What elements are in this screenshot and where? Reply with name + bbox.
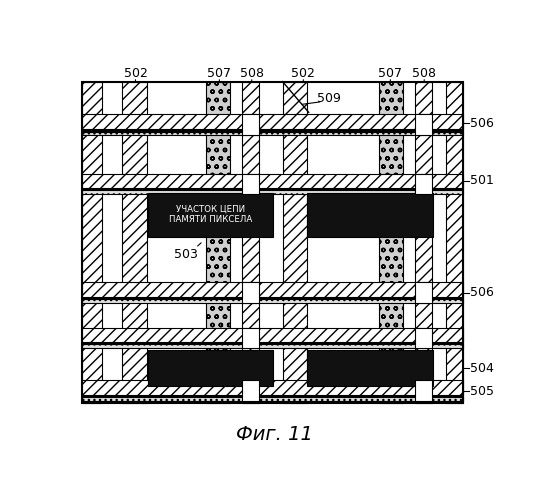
Text: 502: 502 bbox=[124, 66, 147, 80]
Bar bbox=[148, 193, 273, 237]
Bar bbox=[82, 82, 101, 404]
Text: Фиг. 11: Фиг. 11 bbox=[236, 424, 313, 444]
Bar bbox=[82, 328, 463, 342]
Text: 503: 503 bbox=[175, 248, 198, 260]
Bar bbox=[148, 350, 273, 387]
Bar bbox=[82, 132, 463, 136]
Bar bbox=[379, 82, 403, 404]
Bar bbox=[415, 328, 432, 348]
Text: 507: 507 bbox=[207, 66, 231, 80]
Bar bbox=[415, 114, 432, 136]
Bar bbox=[307, 193, 433, 237]
Text: 504: 504 bbox=[470, 362, 494, 374]
Bar bbox=[242, 114, 259, 136]
Text: 506: 506 bbox=[470, 116, 494, 130]
Bar bbox=[415, 380, 432, 401]
Text: 502: 502 bbox=[292, 66, 315, 80]
Text: 509: 509 bbox=[317, 92, 340, 105]
Bar bbox=[82, 342, 463, 344]
Bar bbox=[307, 193, 433, 237]
Bar bbox=[82, 300, 463, 304]
Bar bbox=[82, 380, 463, 395]
Bar bbox=[242, 174, 259, 194]
Text: 508: 508 bbox=[240, 66, 264, 80]
Text: 506: 506 bbox=[470, 286, 494, 299]
Bar bbox=[82, 297, 463, 300]
Bar bbox=[307, 350, 433, 387]
Bar bbox=[82, 344, 463, 348]
Bar bbox=[82, 395, 463, 398]
Text: 508: 508 bbox=[412, 66, 436, 80]
Bar bbox=[446, 82, 463, 404]
Bar bbox=[82, 130, 463, 132]
Bar bbox=[242, 328, 259, 348]
Bar bbox=[415, 82, 432, 404]
Bar bbox=[82, 398, 463, 401]
Bar bbox=[82, 82, 463, 404]
Bar bbox=[82, 174, 463, 188]
Bar bbox=[148, 350, 273, 387]
Bar bbox=[415, 282, 432, 304]
Bar bbox=[242, 82, 259, 404]
Bar bbox=[82, 82, 463, 404]
Bar bbox=[82, 114, 463, 130]
Bar bbox=[206, 82, 230, 404]
Bar bbox=[242, 282, 259, 304]
Text: 507: 507 bbox=[379, 66, 402, 80]
Bar bbox=[282, 82, 307, 404]
Bar bbox=[307, 350, 433, 387]
Bar bbox=[415, 174, 432, 194]
Text: 505: 505 bbox=[470, 384, 495, 398]
Bar bbox=[242, 380, 259, 401]
Text: УЧАСТОК ЦЕПИ
ПАМЯТИ ПИКСЕЛА: УЧАСТОК ЦЕПИ ПАМЯТИ ПИКСЕЛА bbox=[169, 205, 252, 225]
Bar bbox=[148, 193, 273, 237]
Bar bbox=[122, 82, 147, 404]
Bar bbox=[82, 282, 463, 297]
Text: 501: 501 bbox=[470, 174, 494, 188]
Bar bbox=[82, 188, 463, 190]
Bar bbox=[82, 190, 463, 194]
